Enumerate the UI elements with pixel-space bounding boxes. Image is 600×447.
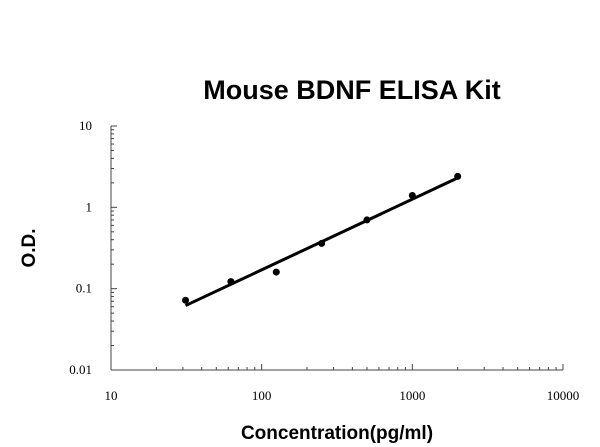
data-point	[318, 239, 326, 247]
chart-title: Mouse BDNF ELISA Kit	[203, 75, 501, 105]
y-tick-label: 0.01	[69, 362, 92, 377]
series	[182, 172, 462, 307]
tick-labels: 10 1 0.1 0.01 10 100 1000 10000	[69, 118, 579, 403]
x-tick-label: 10000	[547, 388, 580, 403]
data-point	[182, 296, 190, 304]
x-tick-label: 1000	[399, 388, 425, 403]
y-tick-label: 10	[79, 118, 92, 133]
y-tick-label: 1	[86, 199, 93, 214]
ticks	[110, 125, 564, 371]
axes	[110, 126, 563, 371]
data-point	[227, 278, 235, 286]
x-tick-label: 100	[252, 388, 272, 403]
y-tick-label: 0.1	[76, 281, 92, 296]
data-point	[408, 191, 416, 199]
x-axis-label: Concentration(pg/ml)	[241, 423, 433, 444]
data-point	[363, 216, 371, 224]
x-tick-label: 10	[105, 388, 118, 403]
data-point	[454, 172, 462, 180]
data-point	[272, 268, 280, 276]
y-axis-label: O.D.	[19, 228, 40, 267]
